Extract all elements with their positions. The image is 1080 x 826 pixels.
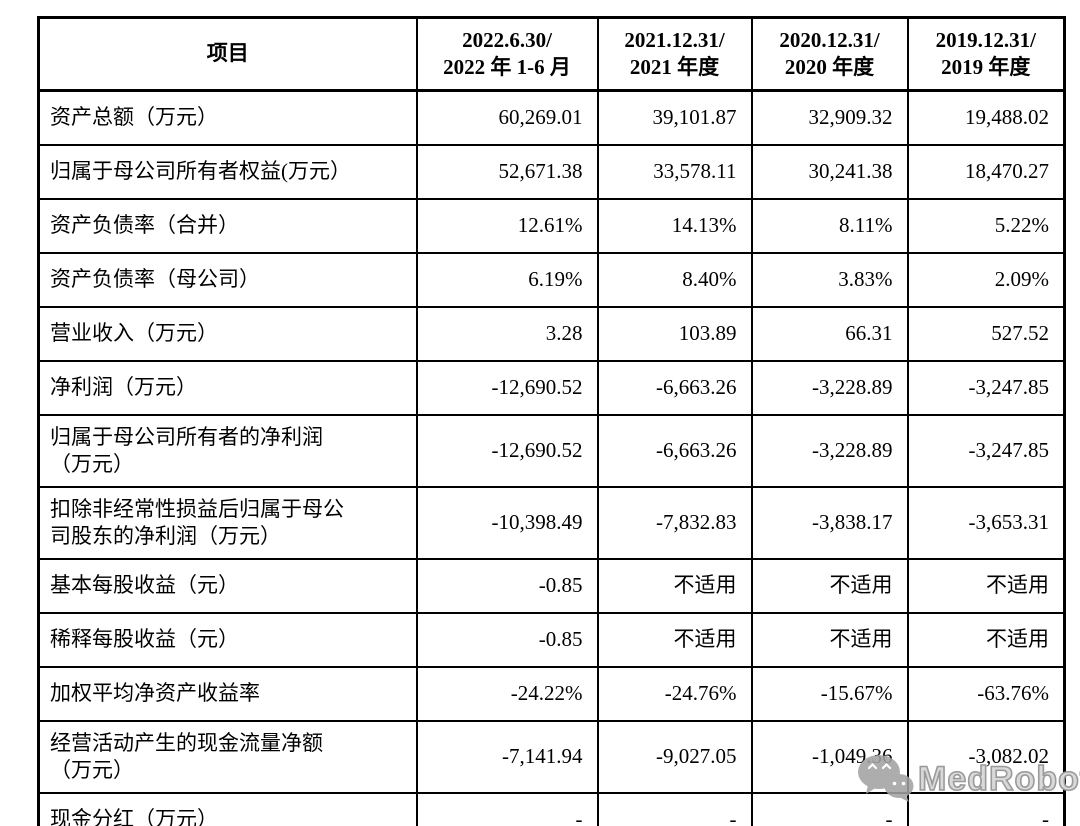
table-row: 归属于母公司所有者的净利润 （万元） -12,690.52 -6,663.26 -3,…: [37, 414, 1066, 488]
cell-value: -9,027.05: [596, 720, 753, 794]
cell-value: -3,247.85: [906, 414, 1066, 488]
cell-value: -10,398.49: [415, 486, 599, 560]
table-row: 基本每股收益（元） -0.85 不适用 不适用 不适用: [37, 558, 1066, 614]
cell-value: -24.22%: [415, 666, 599, 722]
cell-value: 6.19%: [415, 252, 599, 308]
cell-value: 14.13%: [596, 198, 753, 254]
cell-value: 30,241.38: [750, 144, 909, 200]
cell-value: -0.85: [415, 612, 599, 668]
cell-value: -24.76%: [596, 666, 753, 722]
row-label: 资产总额（万元）: [37, 89, 418, 146]
cell-value: 527.52: [906, 306, 1066, 362]
table-row: 稀释每股收益（元） -0.85 不适用 不适用 不适用: [37, 612, 1066, 668]
row-label: 净利润（万元）: [37, 360, 418, 416]
row-label: 资产负债率（母公司）: [37, 252, 418, 308]
table-row: 现金分红（万元） - - - -: [37, 792, 1066, 826]
cell-value: 不适用: [750, 558, 909, 614]
cell-value: 52,671.38: [415, 144, 599, 200]
cell-value: -3,247.85: [906, 360, 1066, 416]
cell-value: 不适用: [906, 558, 1066, 614]
column-header-period-2022: 2022.6.30/ 2022 年 1-6 月: [415, 16, 599, 92]
cell-value: -: [596, 792, 753, 826]
cell-value: 66.31: [750, 306, 909, 362]
table-row: 归属于母公司所有者权益(万元） 52,671.38 33,578.11 30,241.…: [37, 144, 1066, 200]
cell-value: 32,909.32: [750, 89, 909, 146]
cell-value: 不适用: [596, 612, 753, 668]
column-header-period-2020: 2020.12.31/ 2020 年度: [750, 16, 909, 92]
cell-value: -12,690.52: [415, 360, 599, 416]
table-row: 净利润（万元） -12,690.52 -6,663.26 -3,228.89 -3,24…: [37, 360, 1066, 416]
row-label: 归属于母公司所有者权益(万元）: [37, 144, 418, 200]
cell-value: -3,653.31: [906, 486, 1066, 560]
cell-value: 8.11%: [750, 198, 909, 254]
cell-value: 60,269.01: [415, 89, 599, 146]
cell-value: -: [906, 792, 1066, 826]
cell-value: -3,228.89: [750, 414, 909, 488]
cell-value: 不适用: [596, 558, 753, 614]
row-label: 加权平均净资产收益率: [37, 666, 418, 722]
row-label: 扣除非经常性损益后归属于母公 司股东的净利润（万元）: [37, 486, 418, 560]
cell-value: -3,082.02: [906, 720, 1066, 794]
table-row: 经营活动产生的现金流量净额 （万元） -7,141.94 -9,027.05 -1,0…: [37, 720, 1066, 794]
row-label: 资产负债率（合并）: [37, 198, 418, 254]
cell-value: 2.09%: [906, 252, 1066, 308]
cell-value: -63.76%: [906, 666, 1066, 722]
row-label: 稀释每股收益（元）: [37, 612, 418, 668]
cell-value: -0.85: [415, 558, 599, 614]
cell-value: 不适用: [906, 612, 1066, 668]
cell-value: 33,578.11: [596, 144, 753, 200]
cell-value: -1,049.36: [750, 720, 909, 794]
cell-value: 不适用: [750, 612, 909, 668]
cell-value: 103.89: [596, 306, 753, 362]
cell-value: 8.40%: [596, 252, 753, 308]
table-row: 加权平均净资产收益率 -24.22% -24.76% -15.67% -63.76%: [37, 666, 1066, 722]
table-header-row: 项目 2022.6.30/ 2022 年 1-6 月 2021.12.31/ 2…: [37, 16, 1066, 92]
cell-value: -7,832.83: [596, 486, 753, 560]
cell-value: -15.67%: [750, 666, 909, 722]
cell-value: 39,101.87: [596, 89, 753, 146]
cell-value: -6,663.26: [596, 414, 753, 488]
column-header-period-2019: 2019.12.31/ 2019 年度: [906, 16, 1066, 92]
row-label: 基本每股收益（元）: [37, 558, 418, 614]
table-body: 资产总额（万元） 60,269.01 39,101.87 32,909.32 19,48…: [37, 89, 1066, 826]
cell-value: 5.22%: [906, 198, 1066, 254]
cell-value: 18,470.27: [906, 144, 1066, 200]
table-row: 资产负债率（母公司） 6.19% 8.40% 3.83% 2.09%: [37, 252, 1066, 308]
cell-value: -: [415, 792, 599, 826]
cell-value: -: [750, 792, 909, 826]
cell-value: 3.83%: [750, 252, 909, 308]
table-row: 资产负债率（合并） 12.61% 14.13% 8.11% 5.22%: [37, 198, 1066, 254]
row-label: 现金分红（万元）: [37, 792, 418, 826]
cell-value: 19,488.02: [906, 89, 1066, 146]
cell-value: 12.61%: [415, 198, 599, 254]
table-row: 扣除非经常性损益后归属于母公 司股东的净利润（万元） -10,398.49 -7,8…: [37, 486, 1066, 560]
row-label: 归属于母公司所有者的净利润 （万元）: [37, 414, 418, 488]
cell-value: 3.28: [415, 306, 599, 362]
cell-value: -6,663.26: [596, 360, 753, 416]
cell-value: -3,838.17: [750, 486, 909, 560]
cell-value: -7,141.94: [415, 720, 599, 794]
cell-value: -12,690.52: [415, 414, 599, 488]
table-row: 营业收入（万元） 3.28 103.89 66.31 527.52: [37, 306, 1066, 362]
cell-value: -3,228.89: [750, 360, 909, 416]
column-header-item: 项目: [37, 16, 418, 92]
row-label: 营业收入（万元）: [37, 306, 418, 362]
financial-summary-table: 项目 2022.6.30/ 2022 年 1-6 月 2021.12.31/ 2…: [37, 16, 1066, 826]
column-header-period-2021: 2021.12.31/ 2021 年度: [596, 16, 753, 92]
row-label: 经营活动产生的现金流量净额 （万元）: [37, 720, 418, 794]
table-row: 资产总额（万元） 60,269.01 39,101.87 32,909.32 19,48…: [37, 89, 1066, 146]
